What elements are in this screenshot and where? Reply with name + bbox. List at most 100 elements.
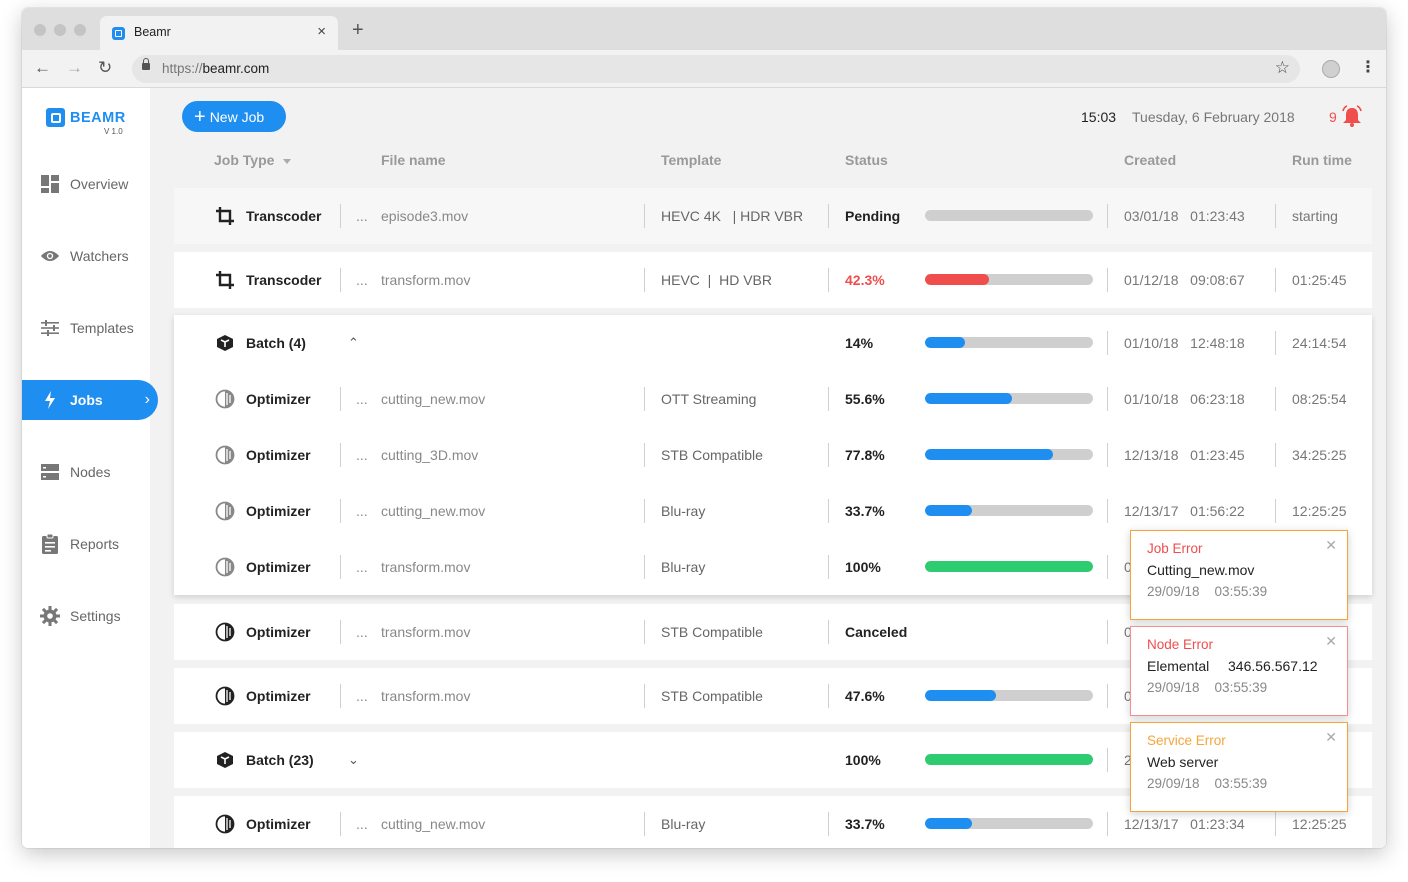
status-text: 14%: [845, 335, 874, 351]
reload-icon[interactable]: ↻: [98, 58, 113, 77]
browser-window: Beamr × + ← → ↻ https://beamr.com ☆ ⋮ BE…: [22, 8, 1386, 848]
toast-date: 29/09/18 03:55:39: [1147, 584, 1268, 599]
sidebar-item-nodes[interactable]: Nodes: [22, 452, 150, 492]
back-icon[interactable]: ←: [34, 58, 51, 77]
sidebar-item-settings[interactable]: Settings: [22, 596, 150, 636]
created-time: 01/10/18 06:23:18: [1124, 391, 1245, 407]
created-time: 2: [1124, 752, 1132, 768]
status-text: 55.6%: [845, 391, 885, 407]
table-row[interactable]: Optimizer ... transform.mov Blu-ray 100%…: [174, 539, 1372, 595]
table-row[interactable]: Optimizer ... cutting_3D.mov STB Compati…: [174, 427, 1372, 483]
job-type: Optimizer: [246, 559, 311, 575]
toast-text: Web server: [1147, 754, 1219, 770]
divider: [1275, 499, 1276, 523]
row-ellipsis: ...: [356, 816, 368, 832]
table-row[interactable]: Transcoder ... episode3.mov HEVC 4K | HD…: [174, 188, 1372, 244]
toast-ip: 346.56.567.12: [1228, 658, 1318, 674]
new-job-button[interactable]: + New Job: [182, 101, 286, 132]
sidebar-item-label: Overview: [70, 176, 129, 192]
col-header-status[interactable]: Status: [845, 152, 888, 168]
divider: [644, 620, 645, 644]
divider: [340, 204, 341, 228]
sidebar-item-jobs[interactable]: Jobs ›: [22, 380, 158, 420]
file-name: transform.mov: [381, 559, 471, 575]
table-row[interactable]: Transcoder ... transform.mov HEVC | HD V…: [174, 252, 1372, 308]
run-time: 12:25:25: [1292, 816, 1347, 832]
table-row[interactable]: Optimizer ... cutting_new.mov OTT Stream…: [174, 371, 1372, 427]
template-name: Blu-ray: [661, 816, 706, 832]
toast-service-error[interactable]: Service Error Web server 29/09/18 03:55:…: [1130, 722, 1348, 812]
gear-icon: [40, 606, 60, 626]
divider: [828, 387, 829, 411]
toast-title: Job Error: [1147, 541, 1203, 556]
optimizer-icon: [214, 604, 236, 660]
close-icon[interactable]: ✕: [1325, 633, 1337, 649]
current-time: 15:03: [1081, 109, 1117, 125]
close-icon[interactable]: ✕: [1325, 729, 1337, 745]
col-header-run-time[interactable]: Run time: [1292, 152, 1352, 168]
job-type: Batch (23): [246, 752, 314, 768]
status-text: Canceled: [845, 624, 908, 640]
status-text: 33.7%: [845, 816, 885, 832]
clipboard-icon: [40, 534, 60, 554]
chevron-up-icon[interactable]: ⌃: [348, 335, 359, 350]
new-tab-button[interactable]: +: [352, 19, 364, 41]
status-text: 100%: [845, 752, 881, 768]
alarm-bell-icon[interactable]: [1340, 105, 1364, 127]
job-type: Optimizer: [246, 447, 311, 463]
bookmark-star-icon[interactable]: ☆: [1274, 58, 1290, 77]
divider: [644, 499, 645, 523]
toast-title: Node Error: [1147, 637, 1214, 652]
chevron-down-icon[interactable]: ⌄: [348, 752, 359, 767]
sidebar-item-templates[interactable]: Templates: [22, 308, 150, 348]
progress-fill: [925, 690, 996, 701]
sidebar-item-overview[interactable]: Overview: [22, 164, 150, 204]
progress-fill: [925, 337, 966, 348]
row-ellipsis: ...: [356, 208, 368, 224]
optimizer-icon: [214, 427, 236, 483]
progress-bar: [925, 449, 1093, 460]
eye-icon: [40, 246, 60, 266]
url-field[interactable]: https://beamr.com ☆: [132, 55, 1300, 83]
divider: [1107, 812, 1108, 836]
optimizer-icon: [214, 483, 236, 539]
file-name: episode3.mov: [381, 208, 469, 224]
divider: [828, 443, 829, 467]
browser-menu-icon[interactable]: ⋮: [1360, 59, 1376, 76]
sidebar-item-reports[interactable]: Reports: [22, 524, 150, 564]
forward-icon[interactable]: →: [66, 58, 83, 77]
zoom-window-button[interactable]: [74, 24, 86, 36]
table-row[interactable]: Batch (4) ⌃ 14% 01/10/18 12:48:18 24:14:…: [174, 315, 1372, 371]
close-icon[interactable]: ✕: [1325, 537, 1337, 553]
col-header-job-type[interactable]: Job Type: [214, 152, 292, 168]
divider: [828, 684, 829, 708]
server-icon: [40, 462, 60, 482]
created-time: 01/12/18 09:08:67: [1124, 272, 1245, 288]
status-text: 100%: [845, 559, 881, 575]
col-header-template[interactable]: Template: [661, 152, 722, 168]
divider: [1275, 204, 1276, 228]
beamr-logo[interactable]: BEAMR: [46, 108, 126, 127]
col-header-created[interactable]: Created: [1124, 152, 1177, 168]
window-controls: [34, 24, 86, 36]
col-header-file-name[interactable]: File name: [381, 152, 446, 168]
browser-tab[interactable]: Beamr ×: [100, 16, 338, 50]
profile-avatar[interactable]: [1322, 60, 1340, 78]
divider: [828, 620, 829, 644]
close-window-button[interactable]: [34, 24, 46, 36]
divider: [340, 268, 341, 292]
sidebar-item-watchers[interactable]: Watchers: [22, 236, 150, 276]
divider: [644, 268, 645, 292]
divider: [340, 443, 341, 467]
close-tab-icon[interactable]: ×: [317, 23, 326, 40]
divider: [340, 620, 341, 644]
table-row[interactable]: Optimizer ... cutting_new.mov Blu-ray 33…: [174, 483, 1372, 539]
minimize-window-button[interactable]: [54, 24, 66, 36]
divider: [340, 812, 341, 836]
toast-node-error[interactable]: Node Error Elemental 346.56.567.12 29/09…: [1130, 626, 1348, 716]
progress-bar: [925, 690, 1093, 701]
created-time: 0: [1124, 559, 1132, 575]
template-name: STB Compatible: [661, 624, 763, 640]
toast-job-error[interactable]: Job Error Cutting_new.mov 29/09/18 03:55…: [1130, 530, 1348, 620]
cube-icon: [214, 315, 236, 371]
